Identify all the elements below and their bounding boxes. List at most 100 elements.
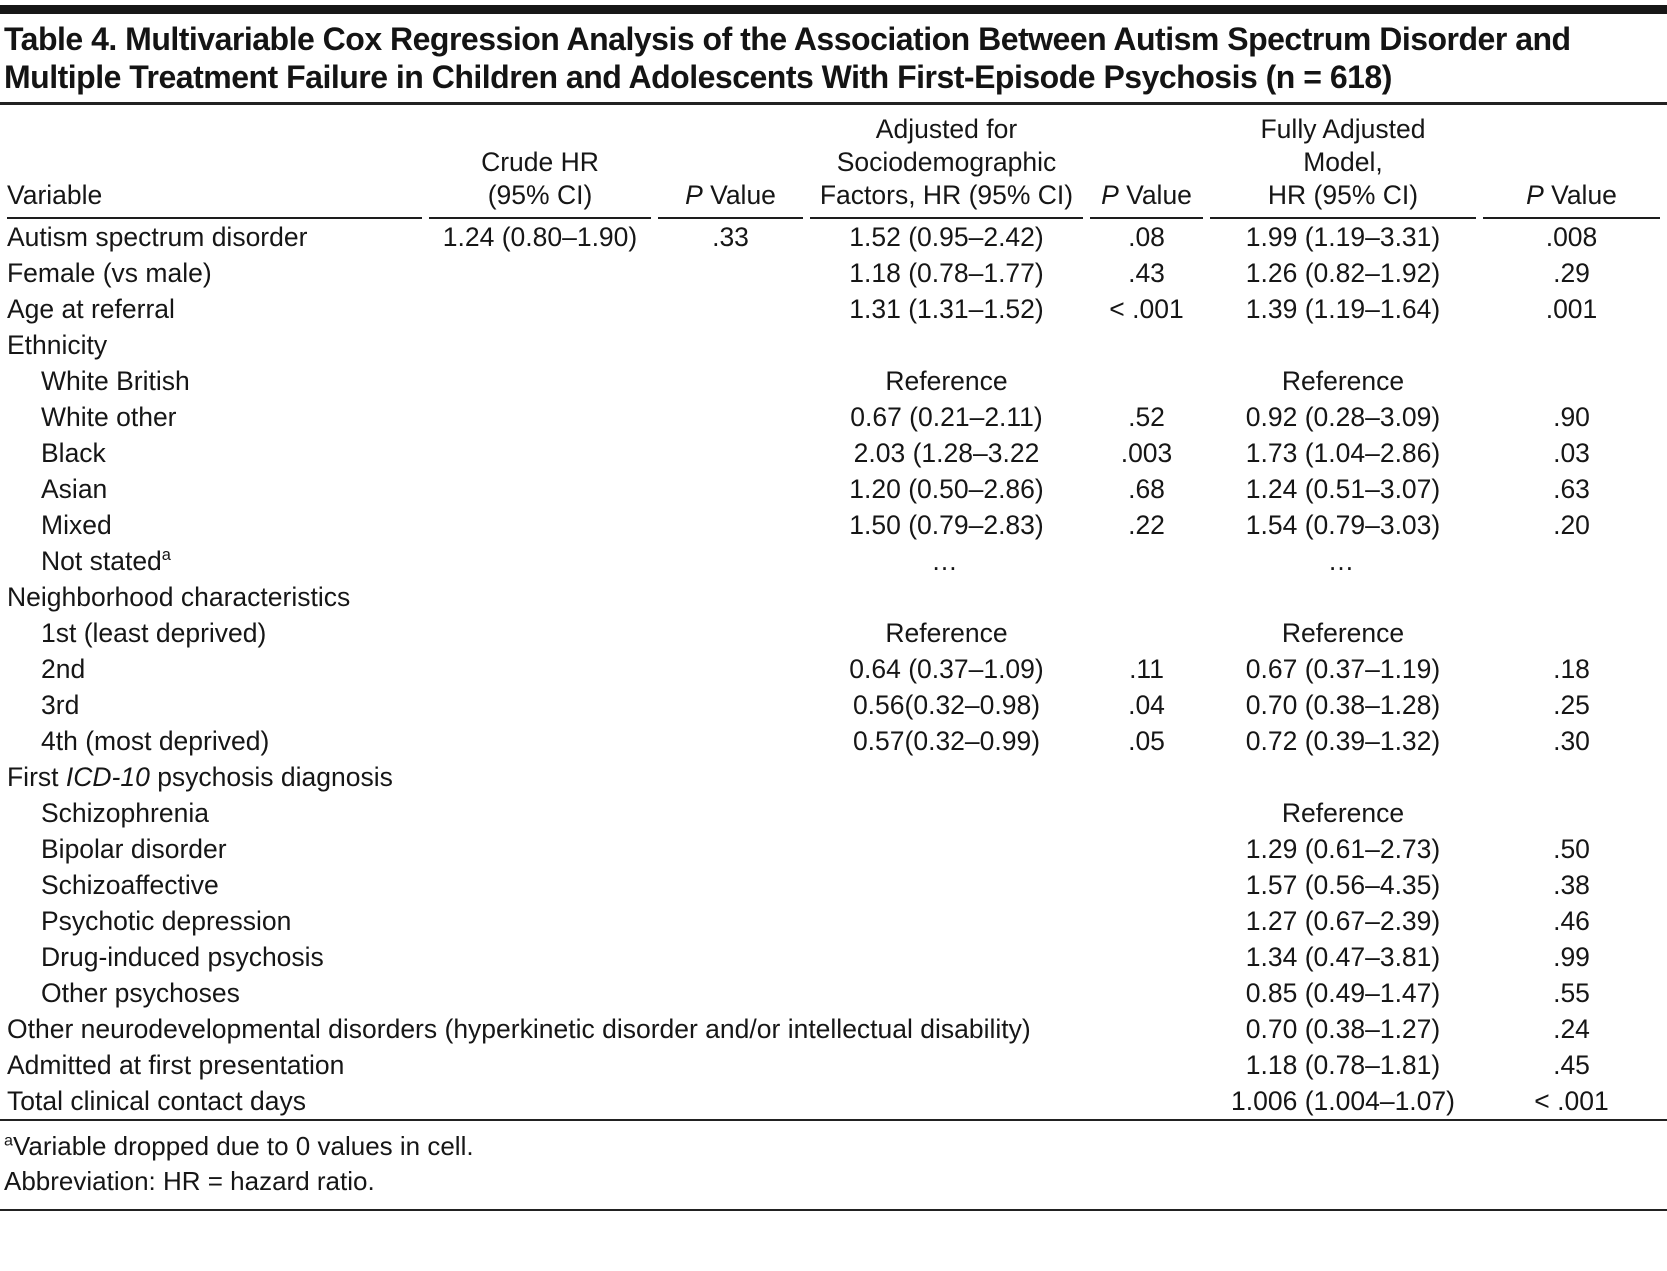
row-label: Asian [41,474,108,504]
row-label: Psychotic depression [41,906,292,936]
cell: 0.70 (0.38–1.28) [1245,690,1441,720]
cell: … [1327,546,1359,576]
table-row: 3rd 0.56(0.32–0.98) .04 0.70 (0.38–1.28) .25 [7,687,1660,723]
column-header-p-value-fully-adjusted: P Value [1483,105,1660,219]
cell: .003 [1120,438,1173,468]
cell [1090,543,1203,579]
table-row: 2nd 0.64 (0.37–1.09) .11 0.67 (0.37–1.19) .1… [7,651,1660,687]
cell [1483,615,1660,651]
cell [1483,543,1660,579]
row-label: White other [41,402,177,432]
table-row: Drug-induced psychosis 1.34 (0.47–3.81) .9… [7,939,1660,975]
cell: 1.29 (0.61–2.73) [1245,834,1441,864]
table-row: Black 2.03 (1.28–3.22 .003 1.73 (1.04–2.86)… [7,435,1660,471]
table-row: Total clinical contact days 1.006 (1.004–… [7,1083,1660,1119]
cell: .05 [1128,726,1165,756]
cell: 0.56(0.32–0.98) [852,690,1041,720]
cell: .29 [1553,258,1590,288]
cell: 0.72 (0.39–1.32) [1245,726,1441,756]
column-header-p-value-crude: P Value [658,105,803,219]
row-label: Female (vs male) [7,258,212,288]
cell: .99 [1553,942,1590,972]
cell: 0.67 (0.37–1.19) [1245,654,1441,684]
cell: 1.52 (0.95–2.42) [849,222,1044,252]
table-row: Schizophrenia Reference [7,795,1660,831]
cell: .38 [1553,870,1590,900]
row-label: 2nd [41,654,86,684]
row-label: Other psychoses [41,978,240,1008]
row-label: Drug-induced psychosis [41,942,324,972]
cell: 1.006 (1.004–1.07) [1231,1086,1455,1116]
cell: Reference [1281,798,1405,828]
cell: 0.67 (0.21–2.11) [850,402,1043,432]
row-label: 3rd [41,690,80,720]
cell: .45 [1553,1050,1590,1080]
table-row: Not stateda…… [7,543,1660,579]
cell: .68 [1128,474,1165,504]
cell: .46 [1553,906,1590,936]
cell: 1.57 (0.56–4.35) [1245,870,1441,900]
cell: 1.20 (0.50–2.86) [849,474,1044,504]
cell: .20 [1553,510,1590,540]
table-row: Schizoaffective 1.57 (0.56–4.35) .38 [7,867,1660,903]
cell: Reference [1281,618,1405,648]
table-row: Age at referral 1.31 (1.31–1.52) < .001 1.3… [7,291,1660,327]
cell: 1.73 (1.04–2.86) [1245,438,1441,468]
row-label: 1st (least deprived) [41,618,267,648]
cell: .52 [1128,402,1165,432]
row-label: Mixed [41,510,112,540]
cell: .03 [1553,438,1590,468]
cell: .18 [1553,654,1590,684]
cell: < .001 [1109,294,1184,324]
cell: 1.24 (0.80–1.90) [442,222,638,252]
table-row: Ethnicity [7,327,1660,363]
table-row: Other psychoses 0.85 (0.49–1.47) .55 [7,975,1660,1011]
cell: .25 [1553,690,1590,720]
cell [1483,795,1660,831]
table-row: Autism spectrum disorder 1.24 (0.80–1.90)… [7,219,1660,255]
cell: 0.57(0.32–0.99) [852,726,1041,756]
column-header-variable: Variable [7,105,422,219]
cell: 1.31 (1.31–1.52) [849,294,1044,324]
cell: .50 [1553,834,1590,864]
row-label: Other neurodevelopmental disorders (hype… [7,1014,1031,1044]
cell: 1.18 (0.78–1.81) [1245,1050,1441,1080]
page-bottom-divider [0,1209,1667,1211]
footnote: Abbreviation: HR = hazard ratio. [4,1166,375,1196]
table-row: Admitted at first presentation 1.18 (0.78… [7,1047,1660,1083]
cell: 1.50 (0.79–2.83) [849,510,1044,540]
table-row: Neighborhood characteristics [7,579,1660,615]
cell: .43 [1128,258,1165,288]
cell [1483,363,1660,399]
cell: 2.03 (1.28–3.22 [853,438,1040,468]
cox-regression-table: Variable Crude HR (95% CI) P Value Adjusted … [0,105,1667,1119]
row-label: Age at referral [7,294,175,324]
cell: .63 [1553,474,1590,504]
cell: 1.34 (0.47–3.81) [1245,942,1441,972]
table-row: White other 0.67 (0.21–2.11) .52 0.92 (0.28… [7,399,1660,435]
cell: .55 [1553,978,1590,1008]
table-row: White British Reference Reference [7,363,1660,399]
row-label: White British [41,366,190,396]
cell: 0.92 (0.28–3.09) [1245,402,1441,432]
row-label: Neighborhood characteristics [7,582,351,612]
footnotes: aVariable dropped due to 0 values in cel… [0,1121,1667,1203]
row-label: First ICD-10 psychosis diagnosis [7,762,393,792]
cell: Reference [885,618,1008,648]
cell: .30 [1553,726,1590,756]
cell: .90 [1553,402,1590,432]
table-title: Table 4. Multivariable Cox Regression An… [4,21,1571,95]
cell: .11 [1129,654,1164,684]
row-label: Ethnicity [7,330,108,360]
table-row: Mixed 1.50 (0.79–2.83) .22 1.54 (0.79–3.03)… [7,507,1660,543]
column-header-adjusted-sociodemographic-hr: Adjusted for Sociodemographic Factors, HR … [810,105,1083,219]
cell [1090,363,1203,399]
row-label: 4th (most deprived) [41,726,270,756]
cell: 1.54 (0.79–3.03) [1245,510,1441,540]
row-label: Autism spectrum disorder [7,222,308,252]
table-row: Bipolar disorder 1.29 (0.61–2.73) .50 [7,831,1660,867]
cell: .001 [1545,294,1598,324]
cell: .24 [1553,1014,1590,1044]
cell: .04 [1128,690,1165,720]
table-row: Asian 1.20 (0.50–2.86) .68 1.24 (0.51–3.07)… [7,471,1660,507]
